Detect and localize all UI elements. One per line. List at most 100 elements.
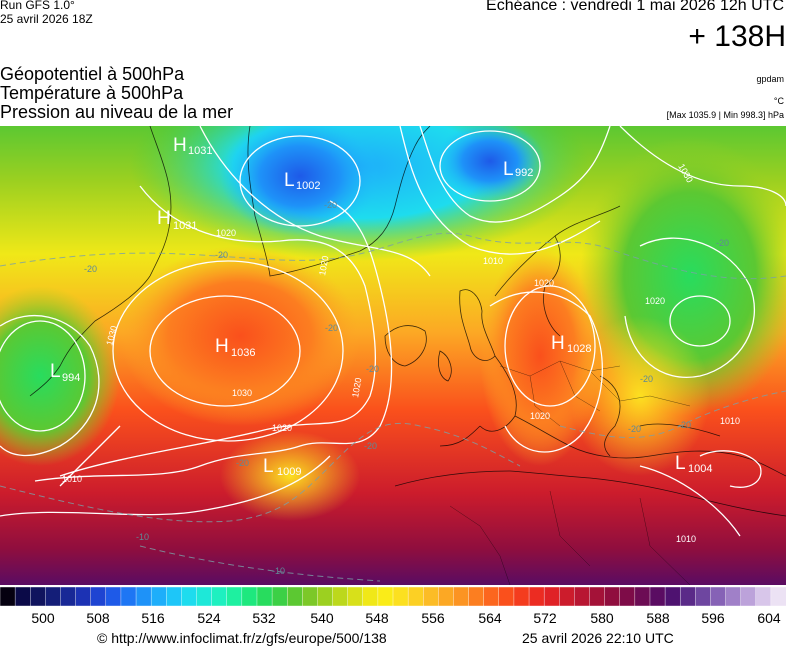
cold-core-west: [220, 126, 380, 236]
colorbar-swatch: [438, 587, 454, 606]
colorbar-swatch: [770, 587, 786, 606]
colorbar-swatch: [75, 587, 92, 606]
colorbar-swatch: [664, 587, 681, 606]
isobar-label: 1010: [62, 474, 82, 484]
isobar-label: 1020: [317, 255, 330, 276]
isotherm-label: -20: [364, 441, 377, 451]
colorbar-swatch: [679, 587, 696, 606]
warm-ridge-atlantic: [120, 246, 360, 426]
cold-core-east: [435, 126, 545, 201]
colorbar-tick: 596: [701, 610, 725, 626]
isotherm-label: -20: [236, 458, 249, 468]
colorbar-swatch: [513, 587, 530, 606]
unit-geopotential: gpdam: [756, 74, 784, 84]
colorbar-swatch: [483, 587, 500, 606]
colorbar-swatch: [619, 587, 636, 606]
pressure-center: H 1031: [157, 208, 197, 232]
svg-text:L: L: [263, 456, 274, 477]
country-borders: [449, 360, 691, 585]
colorbar-swatch: [528, 587, 545, 606]
colorbar-swatch: [150, 587, 167, 606]
colorbar-tick: 548: [365, 610, 389, 626]
pressure-center: L 994: [50, 361, 80, 384]
isobar-label: 1010: [483, 256, 503, 266]
unit-temperature: °C: [773, 96, 784, 106]
pressure-center-value: 1028: [567, 343, 591, 355]
colorbar-swatch: [241, 587, 258, 606]
colorbar-swatch: [710, 587, 727, 606]
isobar-label: 1020: [645, 296, 665, 306]
pressure-center: H 1036: [215, 336, 255, 359]
pressure-center-value: 1031: [188, 145, 212, 157]
svg-text:L: L: [284, 170, 295, 191]
valid-time-label: Echéance : vendredi 1 mai 2026 12h UTC: [486, 0, 784, 14]
pressure-center: H 1028: [551, 333, 591, 355]
colorbar: [0, 587, 786, 606]
colorbar-swatch: [105, 587, 122, 606]
colorbar-tick: 604: [757, 610, 781, 626]
isotherm-label: -20: [215, 250, 228, 260]
isobar-label: 1020: [350, 377, 363, 398]
colorbar-swatch: [453, 587, 470, 606]
colorbar-swatch: [196, 587, 213, 606]
colorbar-swatch: [256, 587, 273, 606]
colorbar-tick: 580: [590, 610, 614, 626]
generation-date-label: 25 avril 2026 22:10 UTC: [522, 630, 674, 646]
colorbar-swatch: [755, 587, 772, 606]
isobar-label: 1020: [272, 423, 292, 433]
colorbar-swatch: [347, 587, 364, 606]
source-url-link[interactable]: © http://www.infoclimat.fr/z/gfs/europe/…: [97, 630, 387, 646]
colorbar-swatch: [135, 587, 152, 606]
colorbar-swatch: [226, 587, 243, 606]
colorbar-swatch: [543, 587, 560, 606]
colorbar-tick: 532: [252, 610, 276, 626]
pressure-center-value: 1009: [277, 466, 301, 478]
isotherm-label: -20: [84, 264, 97, 274]
svg-text:L: L: [503, 159, 514, 180]
colorbar-swatch: [740, 587, 757, 606]
colorbar-swatch: [649, 587, 666, 606]
colorbar-swatch: [45, 587, 61, 606]
colorbar-tick: 516: [141, 610, 165, 626]
pressure-center-value: 1004: [688, 463, 712, 475]
svg-text:H: H: [173, 135, 187, 156]
pressure-center: L 1004: [675, 453, 712, 475]
isotherm-label: -20: [640, 374, 653, 384]
colorbar-swatch: [468, 587, 485, 606]
svg-text:L: L: [675, 453, 686, 474]
pressure-center-value: 1031: [173, 220, 197, 232]
isotherm-label: -20: [325, 323, 338, 333]
isobar-labels: 1020 1020 1030 1020 1010 1020 1010 1020 …: [62, 162, 740, 544]
pressure-center-value: 1036: [231, 347, 255, 359]
colorbar-swatch: [271, 587, 288, 606]
colorbar-swatch: [0, 587, 16, 606]
colorbar-swatch: [423, 587, 439, 606]
colorbar-tick: 500: [31, 610, 55, 626]
isotherm-labels: -20 -20 -20 -20 -20 -20 -20 -20 -20 -20 …: [84, 200, 729, 576]
colorbar-swatch: [695, 587, 711, 606]
colorbar-tick: 556: [421, 610, 445, 626]
pressure-center-value: 992: [515, 167, 533, 179]
isotherms: [0, 232, 786, 582]
colorbar-swatch: [120, 587, 137, 606]
pressure-extrema: [Max 1035.9 | Min 998.3] hPa: [666, 110, 784, 120]
colorbar-swatch: [559, 587, 575, 606]
lead-time-label: + 138H: [688, 20, 786, 53]
colorbar-swatch: [14, 587, 31, 606]
isotherm-label: -20: [324, 200, 337, 210]
isotherm-label: -10: [136, 532, 149, 542]
yellow-central-europe: [570, 316, 710, 476]
isobar-label: 1010: [720, 416, 740, 426]
colorbar-swatch: [286, 587, 303, 606]
colorbar-swatch: [332, 587, 349, 606]
run-date-label: 25 avril 2026 18Z: [0, 12, 93, 26]
colorbar-swatch: [725, 587, 742, 606]
colorbar-swatch: [574, 587, 591, 606]
pressure-center-value: 1002: [296, 180, 320, 192]
green-region-west: [0, 286, 120, 466]
colorbar-tick: 564: [478, 610, 502, 626]
isobar-label: 1020: [216, 228, 236, 238]
svg-text:H: H: [157, 208, 171, 229]
colorbar-swatch: [392, 587, 409, 606]
colorbar-swatch: [407, 587, 424, 606]
